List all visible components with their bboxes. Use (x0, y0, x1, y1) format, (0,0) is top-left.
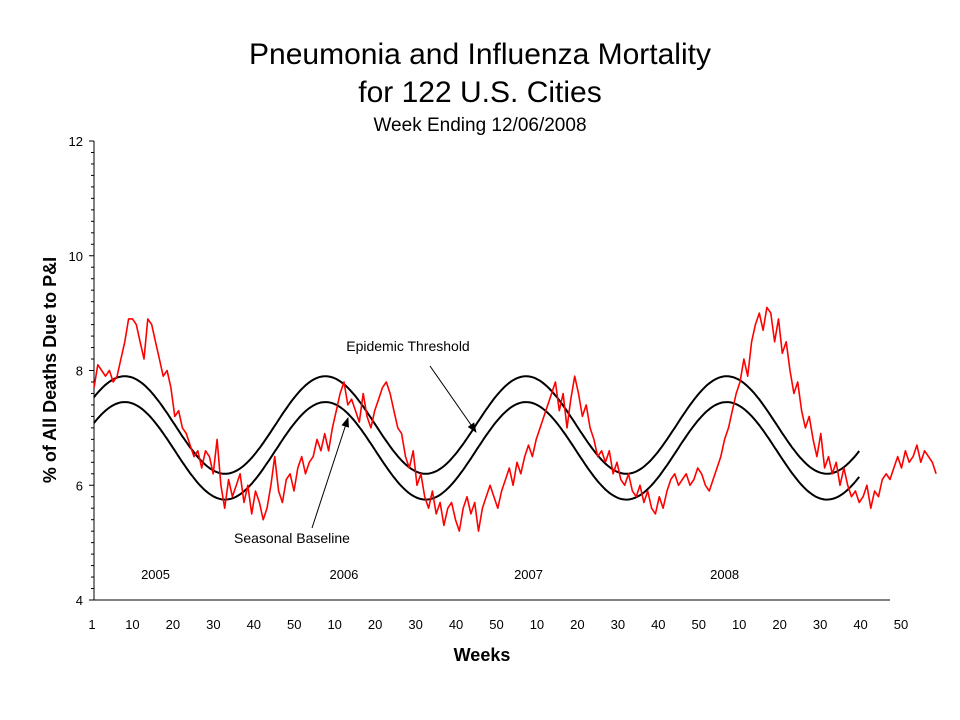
x-tick-label: 30 (408, 617, 422, 632)
annotation-layer: Epidemic Threshold Seasonal Baseline (234, 338, 477, 546)
y-tick-label: 8 (76, 364, 83, 379)
series-seasonal-baseline (93, 401, 860, 501)
y-tick-label: 12 (69, 134, 83, 149)
year-label: 2008 (710, 567, 739, 582)
y-tick-label: 6 (76, 478, 83, 493)
year-label: 2007 (514, 567, 543, 582)
x-tick-label: 20 (166, 617, 180, 632)
series-pi-mortality (93, 306, 937, 532)
axes: 4 6 8 10 12 1 10 20 30 40 50 10 20 30 40 50 10 20 30 40 50 10… (69, 134, 909, 632)
year-label: 2005 (141, 567, 170, 582)
y-axis-label: % of All Deaths Due to P&I (40, 257, 60, 483)
series-layer (93, 306, 937, 532)
x-axis-label: Weeks (454, 645, 511, 665)
x-tick-label: 40 (651, 617, 665, 632)
x-tick-label: 40 (449, 617, 463, 632)
chart-title: Pneumonia and Influenza Mortality (249, 38, 711, 71)
x-tick-label: 50 (692, 617, 706, 632)
x-tick-label: 30 (206, 617, 220, 632)
x-tick-label: 50 (489, 617, 503, 632)
y-tick-label: 10 (69, 249, 83, 264)
x-tick-label: 10 (125, 617, 139, 632)
series-epidemic-threshold (93, 375, 860, 475)
y-tick-label: 4 (76, 593, 83, 608)
x-tick-label: 10 (530, 617, 544, 632)
chart-subtitle: Week Ending 12/06/2008 (373, 115, 587, 136)
x-tick-label: 10 (327, 617, 341, 632)
x-tick-label: 10 (732, 617, 746, 632)
x-tick-label: 50 (894, 617, 908, 632)
year-label: 2006 (329, 567, 358, 582)
x-tick-label: 1 (88, 617, 95, 632)
x-tick-label: 20 (772, 617, 786, 632)
annotation-seasonal-baseline: Seasonal Baseline (234, 530, 350, 546)
x-tick-label: 30 (813, 617, 827, 632)
x-tick-label: 30 (611, 617, 625, 632)
x-tick-label: 20 (368, 617, 382, 632)
x-tick-label: 20 (570, 617, 584, 632)
annotation-arrow-baseline (311, 417, 350, 529)
x-tick-label: 40 (247, 617, 261, 632)
annotation-arrow-threshold (429, 365, 477, 433)
chart-title-line2: for 122 U.S. Cities (358, 76, 602, 109)
x-tick-label: 40 (853, 617, 867, 632)
x-tick-label: 50 (287, 617, 301, 632)
annotation-epidemic-threshold: Epidemic Threshold (346, 338, 469, 354)
